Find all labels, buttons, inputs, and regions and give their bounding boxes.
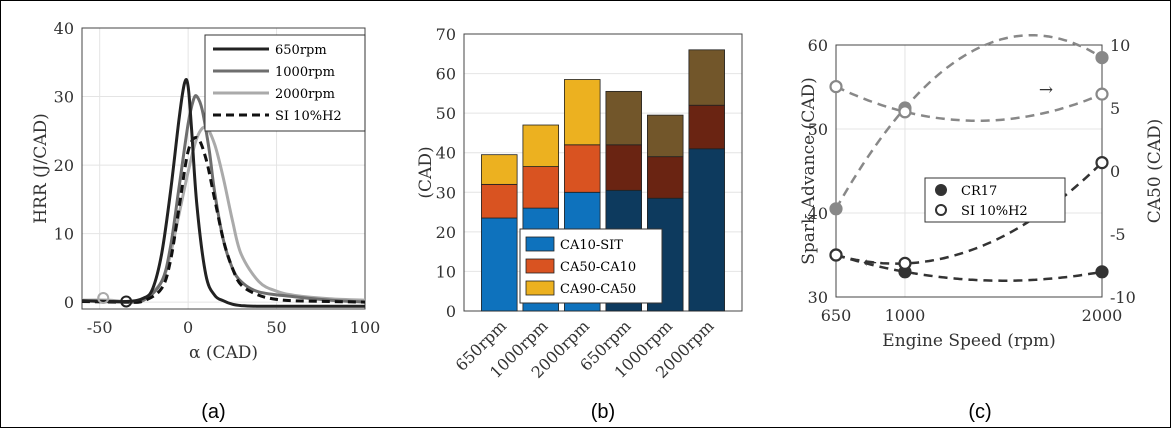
- c-point-2-2: [1095, 50, 1109, 65]
- a-marker-0: [97, 292, 110, 305]
- b-bar-ca50-ca10-0: [481, 183, 518, 219]
- b-y-tick-label: 0: [446, 302, 456, 321]
- b-bar-ca90-ca50-4: [646, 114, 684, 158]
- c-point-2-0: [829, 202, 843, 216]
- b-legend-swatch: [525, 280, 555, 296]
- b-legend-label: CA50-CA10: [560, 260, 636, 275]
- c-legend-marker: [935, 184, 947, 196]
- c-point-1-0: [829, 248, 843, 262]
- a-y-tick-label: 30: [54, 88, 74, 107]
- b-bar-ca90-ca50-0: [481, 154, 518, 185]
- a-legend-label: 1000rpm: [275, 65, 335, 80]
- b-y-tick-label: 30: [436, 183, 456, 202]
- b-bar-ca50-ca10-2: [564, 144, 601, 193]
- a-x-tick-label: 0: [183, 318, 193, 337]
- b-y-tick-label: 60: [436, 65, 456, 84]
- c-point-1-1: [898, 256, 912, 270]
- c-y-left-tick-label: 60: [808, 36, 828, 55]
- a-y-tick-label: 0: [64, 293, 74, 312]
- b-bar-ca90-ca50-3: [605, 90, 642, 146]
- b-bar-ca50-ca10-5: [688, 104, 725, 150]
- c-fit-line-0: [835, 253, 1103, 282]
- b-bar-ca50-ca10-4: [646, 156, 684, 199]
- c-fit-line-1: [835, 161, 1103, 265]
- b-y-axis-label: (CAD): [416, 146, 436, 198]
- b-legend-label: CA10-SIT: [560, 238, 623, 253]
- c-y-right-axis-label: CA50 (CAD): [1145, 119, 1165, 224]
- a-y-tick-label: 20: [54, 156, 74, 175]
- a-y-tick-label: 40: [54, 19, 74, 38]
- c-y-right-tick-label: 0: [1110, 162, 1120, 181]
- a-panel-label: (a): [201, 401, 225, 423]
- b-bar-ca90-ca50-5: [688, 49, 725, 106]
- c-point-3-1: [898, 105, 912, 119]
- a-series-line-0: [81, 78, 365, 308]
- a-marker-1: [120, 295, 133, 308]
- a-x-tick-label: 50: [266, 318, 286, 337]
- a-plot-area: [81, 27, 366, 310]
- a-y-axis-label: HRR (J/CAD): [31, 113, 51, 224]
- b-y-tick-label: 10: [436, 262, 456, 281]
- a-legend-label: 650rpm: [275, 43, 327, 58]
- c-fit-line-2: [834, 33, 1103, 210]
- c-point-3-2: [1095, 87, 1109, 101]
- c-x-axis-label: Engine Speed (rpm): [882, 331, 1055, 351]
- b-plot-area: [463, 33, 743, 312]
- c-x-tick-label: 650: [821, 306, 852, 325]
- a-y-tick-label: 10: [54, 225, 74, 244]
- b-bar-ca10-sit-5: [688, 148, 725, 312]
- c-fit-line-3: [835, 85, 1103, 122]
- a-x-tick-label: 100: [350, 318, 381, 337]
- a-x-tick-label: -50: [87, 318, 113, 337]
- b-y-tick-label: 20: [436, 223, 456, 242]
- b-bar-ca10-sit-0: [481, 217, 518, 312]
- a-series-line-3: [81, 136, 366, 304]
- c-arrow-left-annotation: ←: [863, 253, 877, 273]
- a-legend-label: 2000rpm: [275, 87, 335, 102]
- c-plot-area: [835, 44, 1103, 298]
- b-legend-label: CA90-CA50: [560, 282, 636, 297]
- c-x-tick-label: 2000: [1082, 306, 1123, 325]
- a-series-line-1: [81, 94, 366, 304]
- b-bar-ca90-ca50-1: [522, 124, 560, 167]
- c-arrow-right-annotation: →: [1039, 80, 1053, 100]
- c-y-right-tick-label: 10: [1110, 36, 1130, 55]
- c-legend-box: [924, 177, 1066, 223]
- c-y-left-tick-label: 40: [808, 204, 828, 223]
- b-y-tick-label: 50: [436, 104, 456, 123]
- c-legend-marker: [935, 204, 947, 216]
- c-x-tick-label: 1000: [885, 306, 926, 325]
- b-legend-swatch: [525, 258, 555, 274]
- b-panel-label: (b): [591, 401, 615, 423]
- b-bar-ca50-ca10-1: [522, 166, 560, 209]
- b-bar-ca50-ca10-3: [605, 144, 642, 191]
- c-y-left-tick-label: 30: [808, 288, 828, 307]
- a-legend-label: SI 10%H2: [275, 109, 342, 124]
- b-bar-ca90-ca50-2: [564, 79, 601, 146]
- c-y-right-tick-label: -10: [1110, 288, 1136, 307]
- c-legend-label: CR17: [961, 184, 997, 199]
- c-y-right-tick-label: -5: [1110, 225, 1126, 244]
- c-panel-label: (c): [968, 401, 991, 423]
- c-point-3-0: [829, 79, 843, 94]
- c-y-left-tick-label: 50: [808, 120, 828, 139]
- b-y-tick-label: 40: [436, 144, 456, 163]
- b-y-tick-label: 70: [436, 25, 456, 44]
- c-point-0-2: [1095, 265, 1109, 279]
- a-series-line-2: [81, 125, 366, 304]
- c-point-1-2: [1095, 156, 1109, 170]
- c-legend-label: SI 10%H2: [961, 204, 1028, 219]
- c-y-right-tick-label: 5: [1110, 99, 1120, 118]
- c-y-left-axis-label: Spark Advance (CAD): [799, 77, 819, 265]
- a-x-axis-label: α (CAD): [189, 343, 258, 363]
- b-legend-swatch: [525, 236, 555, 252]
